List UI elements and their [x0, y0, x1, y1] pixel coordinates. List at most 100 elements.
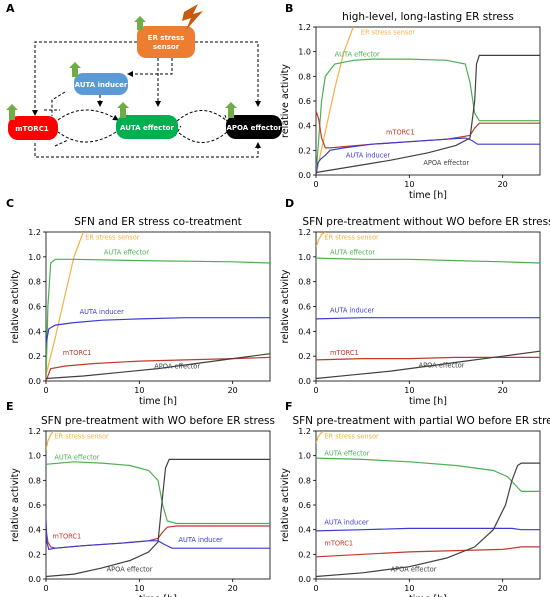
- series-line-apoa-effector: [46, 458, 270, 578]
- series-label-auta-effector: AUTA effector: [330, 248, 375, 256]
- series-label-mtorc1: mTORC1: [386, 128, 415, 136]
- series-label-apoa-effector: APOA effector: [423, 159, 469, 167]
- y-tick-label: 0.0: [298, 171, 311, 180]
- x-tick-label: 0: [313, 386, 318, 395]
- y-tick-label: 0.6: [298, 97, 311, 106]
- y-tick-label: 0.4: [28, 526, 41, 535]
- y-tick-label: 0.2: [298, 146, 311, 155]
- y-tick-label: 0.6: [298, 303, 311, 312]
- lightning-icon: [182, 4, 203, 30]
- series-line-apoa-effector: [316, 462, 540, 578]
- y-tick-label: 0.8: [28, 278, 41, 287]
- series-label-apoa-effector: APOA effector: [107, 566, 153, 574]
- series-line-mtorc1: [316, 546, 540, 558]
- y-tick-label: 1.2: [298, 228, 311, 237]
- y-axis-label: relative activity: [10, 468, 21, 542]
- series-line-apoa-effector: [316, 350, 540, 380]
- series-label-mtorc1: mTORC1: [53, 532, 82, 540]
- series-group: [316, 232, 540, 380]
- y-tick-label: 0.4: [298, 327, 311, 336]
- y-tick-label: 1.2: [298, 427, 311, 436]
- series-line-auta-effector: [316, 457, 540, 492]
- y-tick-label: 1.2: [28, 427, 41, 436]
- chart-b: high-level, long-lasting ER stress 0.0 0.2…: [280, 11, 541, 201]
- series-label-auta-effector: AUTA effector: [324, 450, 369, 458]
- x-axis-label: time [h]: [139, 594, 177, 597]
- series-label-auta-effector: AUTA effector: [104, 248, 149, 256]
- y-tick-label: 0.0: [298, 377, 311, 386]
- node-mtorc1-label: mTORC1: [15, 125, 49, 133]
- y-tick-label: 1.0: [298, 452, 311, 461]
- up-arrow-icon: [225, 102, 237, 118]
- series-line-apoa-effector: [46, 353, 270, 380]
- series-line-er-stress-sensor: [316, 232, 326, 248]
- series-group: [46, 232, 270, 381]
- y-tick-label: 0.0: [28, 575, 41, 584]
- x-tick-label: 0: [43, 386, 48, 395]
- series-label-mtorc1: mTORC1: [63, 349, 92, 357]
- x-axis-label: time [h]: [139, 396, 177, 407]
- x-tick-label: 10: [134, 584, 144, 593]
- x-tick-label: 0: [43, 584, 48, 593]
- y-tick-label: 1.0: [28, 452, 41, 461]
- series-line-er-stress-sensor: [46, 431, 54, 450]
- series-line-auta-inducer: [316, 527, 540, 532]
- chart-d: SFN pre-treatment without WO before ER s…: [280, 216, 550, 407]
- y-tick-label: 0.8: [298, 72, 311, 81]
- series-label-er-stress-sensor: ER stress sensor: [54, 432, 109, 440]
- series-line-auta-inducer: [316, 317, 540, 320]
- y-tick-label: 0.4: [298, 122, 311, 131]
- series-line-auta-effector: [46, 461, 270, 525]
- panel-letter-d: D: [285, 197, 294, 210]
- y-tick-label: 1.0: [298, 253, 311, 262]
- series-group: [316, 27, 540, 175]
- x-tick-label: 0: [313, 584, 318, 593]
- panel-letter-e: E: [6, 400, 14, 413]
- x-tick-label: 20: [228, 386, 238, 395]
- chart-f: SFN pre-treatment with partial WO before…: [280, 415, 550, 597]
- x-tick-label: 0: [313, 180, 318, 189]
- up-arrow-icon: [6, 104, 18, 120]
- series-label-er-stress-sensor: ER stress sensor: [361, 28, 416, 36]
- y-axis-label: relative activity: [280, 269, 291, 343]
- series-label-mtorc1: mTORC1: [324, 540, 353, 548]
- series-label-er-stress-sensor: ER stress sensor: [324, 233, 379, 241]
- series-label-mtorc1: mTORC1: [330, 349, 359, 357]
- y-tick-label: 1.2: [298, 23, 311, 32]
- y-axis-label: relative activity: [280, 468, 291, 542]
- x-tick-label: 10: [404, 584, 414, 593]
- up-arrow-icon: [134, 16, 146, 30]
- node-auta-effector-label: AUTA effector: [120, 124, 174, 132]
- node-auta-effector: [116, 115, 178, 139]
- series-line-auta-inducer: [316, 137, 540, 175]
- panel-letter-f: F: [285, 400, 293, 413]
- series-label-auta-effector: AUTA effector: [335, 51, 380, 59]
- node-auta-inducer-label: AUTA inducer: [75, 81, 128, 89]
- y-tick-label: 0.8: [28, 476, 41, 485]
- panel-letter-a: A: [6, 2, 15, 15]
- series-line-auta-inducer: [46, 317, 270, 344]
- series-line-auta-effector: [316, 58, 540, 175]
- y-tick-label: 0.2: [298, 352, 311, 361]
- node-apoa-effector-label: APOA effector: [226, 124, 282, 132]
- node-apoa-effector: [226, 115, 282, 139]
- series-label-er-stress-sensor: ER stress sensor: [324, 432, 379, 440]
- series-line-mtorc1: [46, 356, 270, 381]
- x-tick-label: 20: [498, 584, 508, 593]
- x-tick-label: 20: [498, 386, 508, 395]
- y-tick-label: 1.0: [298, 48, 311, 57]
- series-label-auta-inducer: AUTA inducer: [324, 519, 369, 527]
- node-auta-inducer: [74, 73, 128, 95]
- series-label-auta-inducer: AUTA inducer: [80, 308, 125, 316]
- diagram-connectors: [32, 41, 261, 158]
- y-tick-label: 0.6: [28, 303, 41, 312]
- y-tick-label: 0.6: [298, 501, 311, 510]
- chart-title: SFN and ER stress co-treatment: [74, 216, 242, 228]
- series-line-er-stress-sensor: [316, 27, 354, 175]
- series-label-auta-inducer: AUTA inducer: [346, 152, 391, 160]
- series-label-auta-inducer: AUTA inducer: [330, 307, 375, 315]
- series-line-er-stress-sensor: [46, 232, 84, 375]
- series-label-er-stress-sensor: ER stress sensor: [85, 233, 140, 241]
- y-tick-label: 0.0: [298, 575, 311, 584]
